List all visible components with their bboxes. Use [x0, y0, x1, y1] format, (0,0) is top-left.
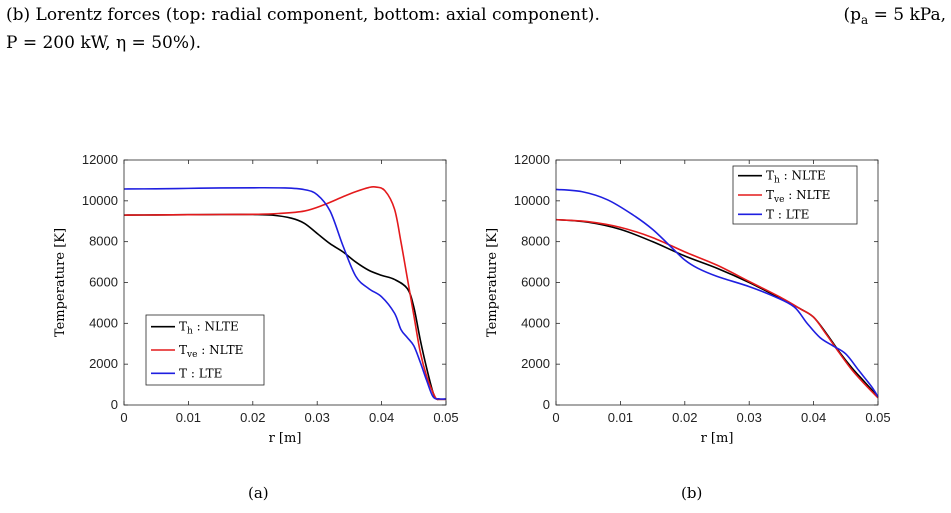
y-tick-label: 2000 [89, 356, 118, 371]
series-line-1 [555, 218, 879, 399]
caption-line-2: P = 200 kW, η = 50%). [6, 33, 202, 53]
legend: Th : NLTE Tve : NLTE T : LTE [145, 314, 265, 386]
chart-a: 0 0.01 0.02 0.03 0.04 0.05 0 2000 4000 6000 8000 10… [40, 150, 460, 460]
x-tick-label: 0 [120, 410, 127, 425]
y-tick-label: 6000 [89, 275, 118, 290]
x-tick-label: 0.03 [305, 410, 330, 425]
legend-label-1: Tve : NLTE [179, 343, 243, 360]
x-tick-label: 0.05 [433, 410, 458, 425]
x-tick-label: 0.02 [240, 410, 265, 425]
x-axis-label: r [m] [701, 431, 734, 446]
figure-caption: (b) Lorentz forces (top: radial componen… [6, 2, 946, 57]
x-tick-label: 0.01 [176, 410, 201, 425]
y-tick-label: 12000 [514, 152, 550, 167]
chart-b-svg: 0 0.01 0.02 0.03 0.04 0.05 0 2000 4000 6000 8000 10… [485, 152, 891, 446]
chart-a-svg: 0 0.01 0.02 0.03 0.04 0.05 0 2000 4000 6000 8000 10… [53, 152, 459, 446]
legend-label-0: Th : NLTE [766, 169, 826, 186]
series-line-2 [555, 188, 879, 398]
x-tick-label: 0.04 [801, 410, 826, 425]
legend: Th : NLTE Tve : NLTE T : LTE [732, 165, 858, 225]
x-tick-label: 0.05 [865, 410, 890, 425]
legend-label-2: T : LTE [766, 207, 809, 221]
caption-parameters: (pa = 5 kPa, [843, 5, 946, 27]
y-tick-label: 8000 [89, 234, 118, 249]
chart-b: 0 0.01 0.02 0.03 0.04 0.05 0 2000 4000 6000 8000 10… [472, 150, 892, 460]
y-tick-label: 4000 [89, 315, 118, 330]
x-tick-label: 0.02 [672, 410, 697, 425]
x-axis-label: r [m] [269, 431, 302, 446]
y-axis-label: Temperature [K] [53, 228, 68, 337]
panel-label-a: (a) [248, 484, 269, 502]
y-tick-label: 0 [111, 397, 118, 412]
y-tick-label: 0 [543, 397, 550, 412]
caption-text: (b) Lorentz forces (top: radial componen… [6, 5, 600, 25]
y-tick-label: 2000 [521, 356, 550, 371]
legend-label-0: Th : NLTE [179, 320, 239, 337]
y-tick-label: 10000 [82, 193, 118, 208]
series-line-2 [123, 186, 447, 400]
y-tick-label: 10000 [514, 193, 550, 208]
y-tick-label: 12000 [82, 152, 118, 167]
caption-line-1: (b) Lorentz forces (top: radial componen… [6, 2, 946, 30]
series-line-1 [123, 185, 447, 401]
legend-label-1: Tve : NLTE [766, 188, 830, 205]
x-tick-label: 0.03 [737, 410, 762, 425]
y-tick-label: 6000 [521, 275, 550, 290]
panel-label-b: (b) [681, 484, 703, 502]
x-tick-label: 0.04 [369, 410, 394, 425]
y-tick-label: 4000 [521, 315, 550, 330]
y-axis-label: Temperature [K] [485, 228, 500, 337]
x-tick-label: 0.01 [608, 410, 633, 425]
x-tick-label: 0 [552, 410, 559, 425]
legend-label-2: T : LTE [179, 366, 222, 380]
y-tick-label: 8000 [521, 234, 550, 249]
